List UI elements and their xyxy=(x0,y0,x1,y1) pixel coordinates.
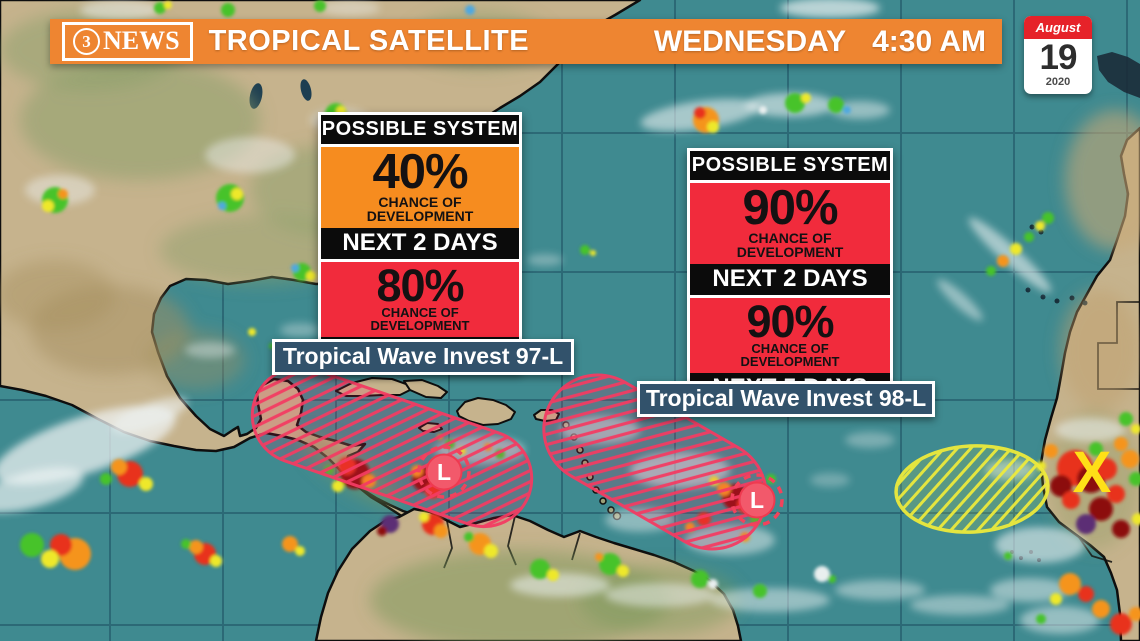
chance-percent: 40% xyxy=(372,145,468,199)
chance-label-line1: CHANCE OF xyxy=(751,341,829,356)
dark-coast-blob xyxy=(1097,52,1140,98)
svg-text:L: L xyxy=(750,487,764,513)
low-marker-98l: L xyxy=(730,473,784,527)
logo-text: NEWS xyxy=(103,26,180,55)
chance-label-line1: CHANCE OF xyxy=(378,194,462,211)
page-title: TROPICAL SATELLITE xyxy=(208,25,530,57)
chance-label-line1: CHANCE OF xyxy=(748,230,832,247)
header-datetime: WEDNESDAY 4:30 AM xyxy=(654,25,1002,59)
chance-percent: 80% xyxy=(376,259,464,311)
chance-label-line2: DEVELOPMENT xyxy=(740,354,840,370)
calendar-month: August xyxy=(1024,16,1092,39)
invest-97l-label: Tropical Wave Invest 97-L xyxy=(272,339,574,375)
svg-text:L: L xyxy=(437,459,451,485)
chance-percent: 90% xyxy=(746,295,834,347)
system-box-row-2day: 40% CHANCE OF DEVELOPMENT NEXT 2 DAYS xyxy=(321,147,519,259)
calendar-year: 2020 xyxy=(1045,76,1071,88)
system-box-97l: POSSIBLE SYSTEM 40% CHANCE OF DEVELOPMEN… xyxy=(318,112,522,371)
calendar-day: 19 xyxy=(1039,38,1078,77)
chance-label-line2: DEVELOPMENT xyxy=(736,244,844,261)
period-label: NEXT 2 DAYS xyxy=(321,227,519,259)
logo-3-icon: 3 xyxy=(73,27,100,55)
development-area-97l xyxy=(250,365,534,529)
header-day: WEDNESDAY xyxy=(653,24,847,58)
period-label: NEXT 2 DAYS xyxy=(690,263,890,295)
system-box-row-2day: 90% CHANCE OF DEVELOPMENT NEXT 2 DAYS xyxy=(690,183,890,295)
chance-label-line1: CHANCE OF xyxy=(381,305,459,320)
island-hispaniola xyxy=(456,397,516,426)
island-cuba-east xyxy=(403,379,448,399)
header-bar: 3 NEWS TROPICAL SATELLITE WEDNESDAY 4:30… xyxy=(50,19,1002,64)
low-marker-97l: L xyxy=(417,445,471,499)
station-logo: 3 NEWS xyxy=(62,22,193,61)
header-time: 4:30 AM xyxy=(872,24,986,58)
system-box-98l: POSSIBLE SYSTEM 90% CHANCE OF DEVELOPMEN… xyxy=(687,148,893,407)
system-box-header: POSSIBLE SYSTEM xyxy=(690,151,890,180)
development-area-low xyxy=(894,444,1050,534)
chance-label-line2: DEVELOPMENT xyxy=(366,208,474,225)
chance-label-line2: DEVELOPMENT xyxy=(370,318,470,334)
disturbance-x-marker: X xyxy=(1073,440,1112,505)
system-box-header: POSSIBLE SYSTEM xyxy=(321,115,519,144)
calendar-widget: August 19 2020 xyxy=(1024,16,1092,94)
invest-98l-label: Tropical Wave Invest 98-L xyxy=(637,381,935,417)
chance-percent: 90% xyxy=(742,181,838,235)
